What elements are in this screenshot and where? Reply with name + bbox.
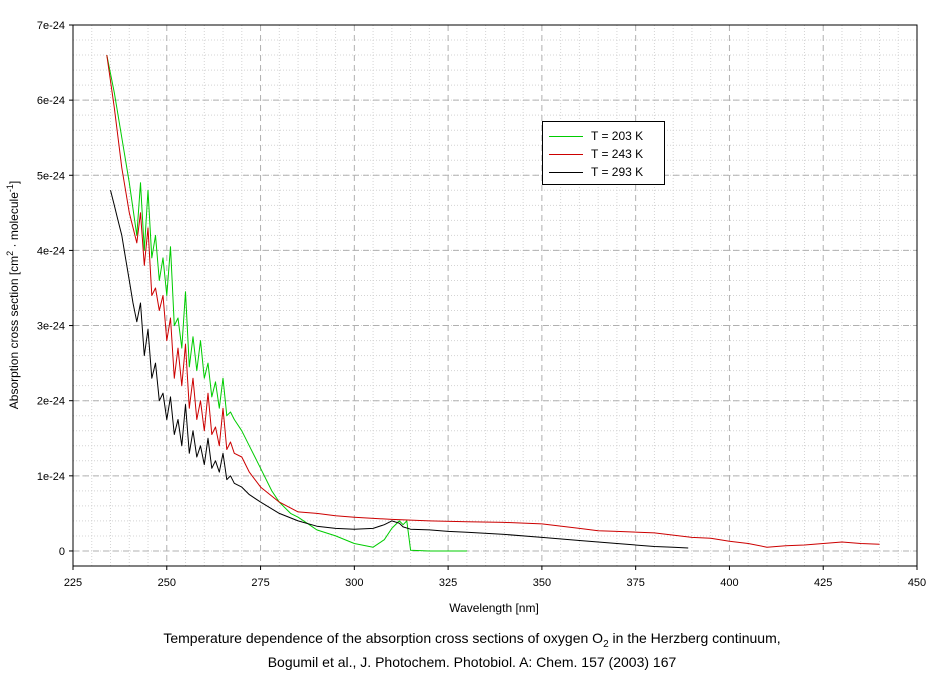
caption-line-2: Bogumil et al., J. Photochem. Photobiol.… [267,654,677,670]
series-line [110,190,689,549]
legend-swatch [549,153,583,155]
legend-swatch [549,171,583,173]
x-tick-label: 275 [251,577,269,589]
minor-grid [73,25,917,567]
x-tick-label: 250 [158,577,176,589]
series-line [106,55,467,552]
y-axis-label: Absorption cross section [cm2 · molecule… [5,181,21,409]
plot-area-frame [72,24,918,567]
legend-swatch [549,135,583,137]
x-tick-label: 325 [439,577,457,589]
legend-label: T = 203 K [591,129,644,143]
caption-line-1: Temperature dependence of the absorption… [163,630,781,650]
y-tick-label: 2e-24 [37,396,65,408]
y-tick-label: 4e-24 [37,245,65,257]
y-axis-ticks: 0 1e-24 2e-24 3e-24 4e-24 5e-24 6e-24 7e-24 [37,20,73,558]
y-tick-label: 0 [59,546,65,558]
series-line [106,55,880,548]
x-tick-label: 450 [908,577,926,589]
x-tick-label: 350 [533,577,551,589]
y-tick-label: 7e-24 [37,20,65,32]
x-axis-ticks: 225 250 275 300 325 350 375 400 425 450 [64,566,926,589]
legend-label: T = 243 K [591,147,644,161]
series-layer [106,55,880,552]
x-tick-label: 300 [345,577,363,589]
legend-label: T = 293 K [591,165,644,179]
y-tick-label: 3e-24 [37,321,65,333]
legend-item: T = 243 K [549,146,643,162]
x-tick-label: 375 [626,577,644,589]
y-tick-label: 1e-24 [37,471,65,483]
legend-item: T = 203 K [549,128,643,144]
major-grid [72,24,918,566]
y-tick-label: 6e-24 [37,95,65,107]
x-axis-label: Wavelength [nm] [449,601,539,615]
legend: T = 203 K T = 243 K T = 293 K [542,121,665,185]
x-tick-label: 425 [814,577,832,589]
y-tick-label: 5e-24 [37,170,65,182]
legend-item: T = 293 K [549,164,643,180]
x-tick-label: 225 [64,577,82,589]
x-tick-label: 400 [720,577,738,589]
